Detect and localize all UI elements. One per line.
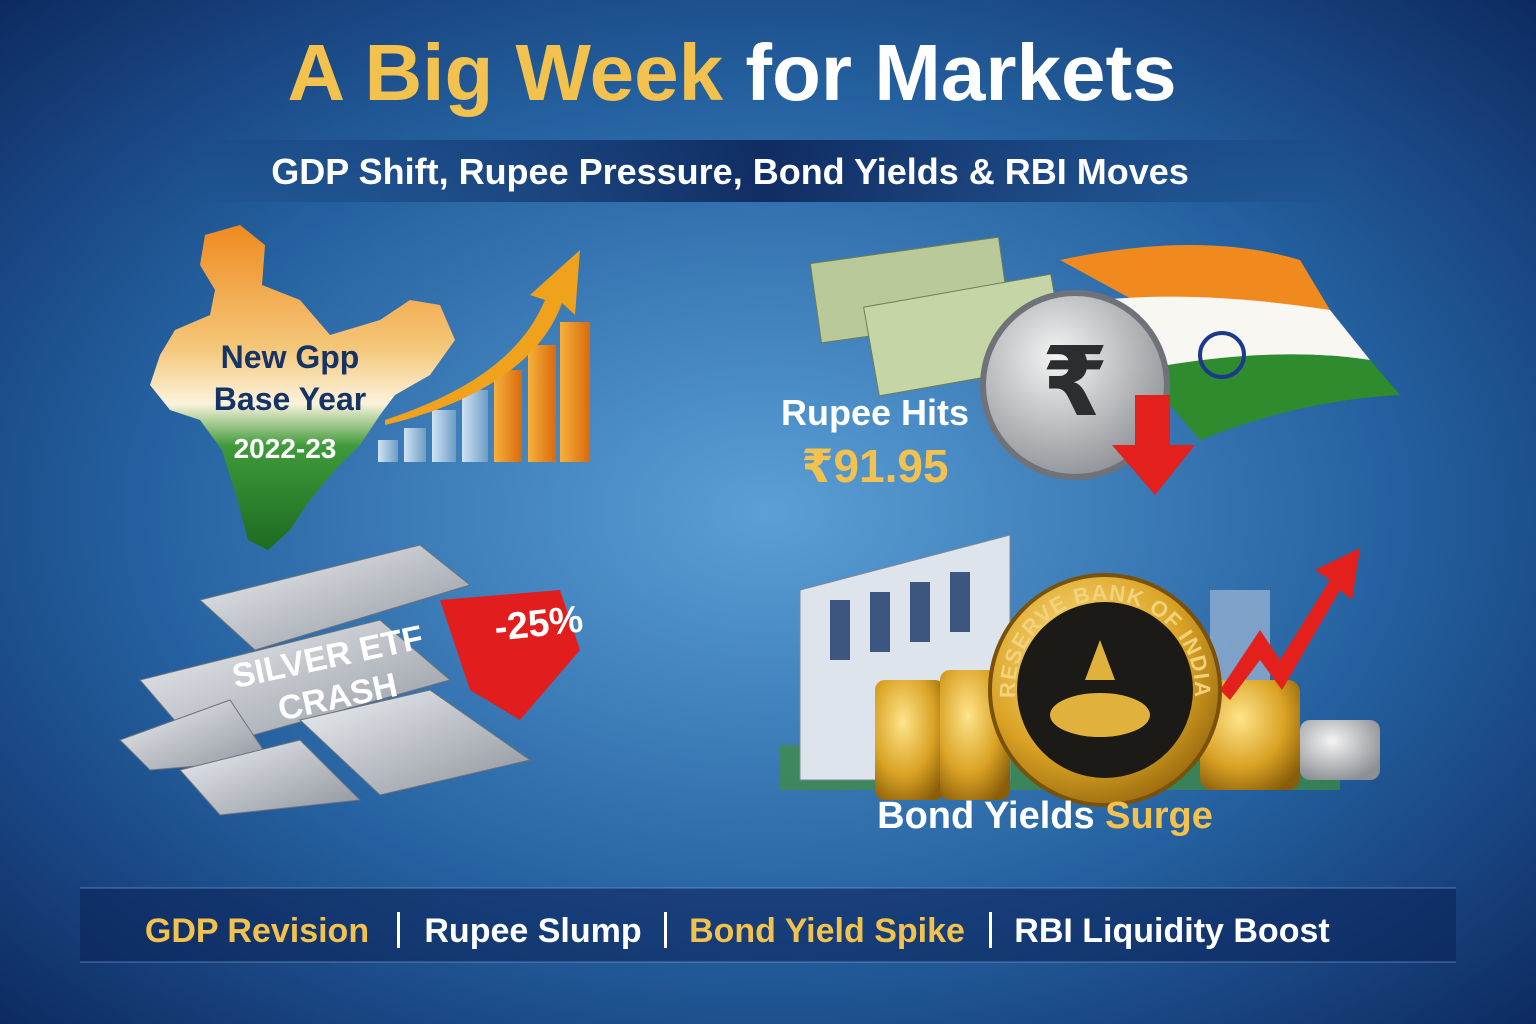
coin-stack — [875, 680, 945, 800]
rupee-label: Rupee Hits — [781, 392, 969, 433]
bar — [462, 390, 488, 462]
flag-white — [1100, 296, 1370, 370]
footer-item: Rupee Slump — [424, 912, 641, 950]
coin-symbol: ₹ — [1042, 329, 1109, 436]
subtitle: GDP Shift, Rupee Pressure, Bond Yields &… — [271, 151, 1189, 192]
rupee-coin — [980, 290, 1170, 480]
rupee-value: ₹91.95 — [801, 440, 948, 492]
separator — [989, 912, 992, 948]
rupee-panel: ₹ Rupee Hits ₹91.95 — [781, 236, 1400, 495]
bar — [378, 440, 398, 462]
coin-stack — [1200, 680, 1300, 790]
down-arrow — [1112, 395, 1195, 495]
footer: GDP Revision Rupee Slump Bond Yield Spik… — [145, 912, 1330, 950]
flag-saffron — [1060, 245, 1330, 320]
bars — [378, 322, 590, 462]
silver-change: -25% — [492, 599, 585, 650]
title: A Big Week for Markets — [287, 28, 1176, 117]
india-map — [150, 225, 455, 550]
bar — [404, 428, 426, 462]
footer-band — [80, 888, 1456, 962]
seal-center — [1017, 602, 1193, 778]
footer-item: RBI Liquidity Boost — [1014, 912, 1329, 950]
silver-panel: -25% SILVER ETF CRASH — [119, 544, 585, 816]
windows — [830, 572, 970, 660]
gdp-panel: New Gpp Base Year 2022-23 — [150, 225, 590, 550]
silver-chunk — [298, 689, 532, 796]
window — [950, 572, 970, 632]
bar — [560, 322, 590, 462]
tiger — [1050, 693, 1150, 737]
bar — [432, 410, 456, 462]
window — [830, 600, 850, 660]
loss-arrow — [440, 590, 580, 720]
footer-item: GDP Revision — [145, 912, 369, 950]
gdp-line: New Gpp — [221, 339, 360, 375]
yield-arrow — [1220, 548, 1360, 700]
bar — [528, 345, 556, 462]
footer-item: Bond Yield Spike — [689, 912, 965, 950]
chakra — [1198, 331, 1246, 379]
separator — [664, 912, 667, 948]
bond-label: Bond Yields — [877, 795, 1094, 837]
flag-green — [1140, 354, 1400, 440]
subtitle-band — [200, 140, 1336, 202]
silver-chunk — [179, 739, 362, 816]
window — [910, 582, 930, 642]
palm — [1085, 640, 1115, 680]
gdp-year: 2022-23 — [234, 433, 337, 464]
coin-stack — [1300, 720, 1380, 780]
bond-highlight: Surge — [1105, 795, 1213, 837]
window — [870, 592, 890, 652]
gdp-line: Base Year — [214, 381, 366, 417]
growth-arrow — [385, 250, 580, 425]
bar — [494, 370, 522, 462]
separator — [397, 912, 400, 948]
bond-caption: Bond Yields Surge — [877, 795, 1213, 837]
silver-bar — [198, 544, 472, 651]
rbi-panel: RESERVE BANK OF INDIA Bond Yields Surge — [780, 534, 1380, 837]
title-rest: for Markets — [745, 28, 1176, 117]
title-highlight: A Big Week — [287, 28, 723, 117]
